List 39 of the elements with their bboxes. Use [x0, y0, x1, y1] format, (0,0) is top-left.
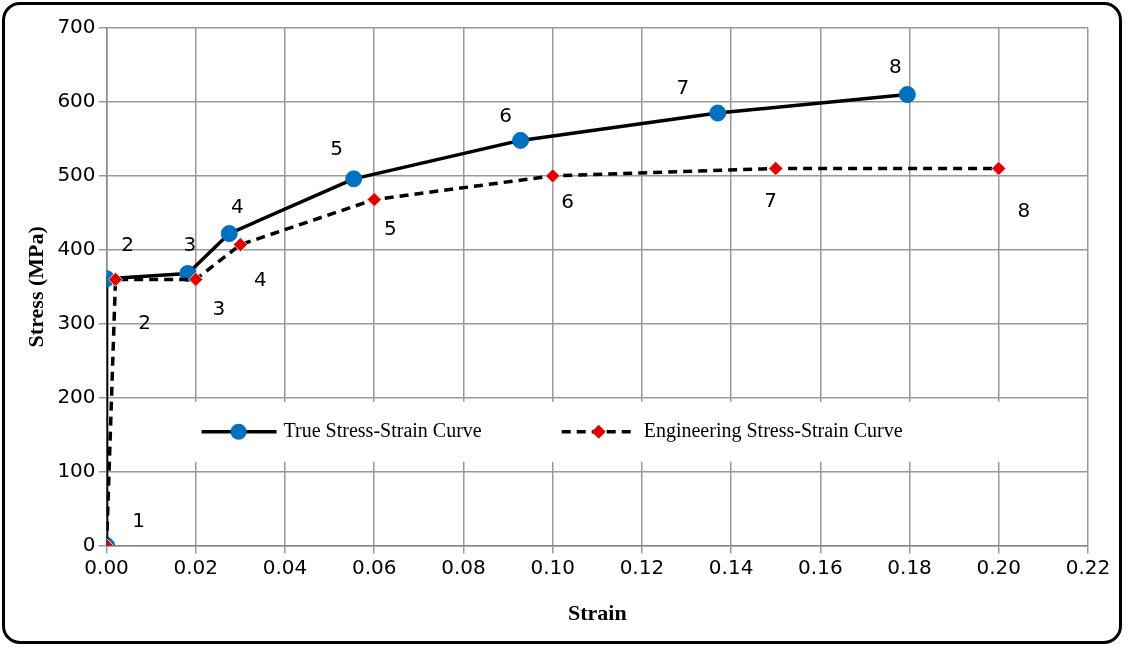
x-tick-label: 0.14 — [708, 554, 754, 579]
annotation: 5 — [330, 136, 344, 161]
annotation: 1 — [132, 507, 145, 532]
y-tick-label: 600 — [57, 88, 96, 113]
x-tick-label: 0.20 — [976, 554, 1022, 579]
y-tick-label: 400 — [57, 236, 96, 261]
x-tick-label: 0.12 — [619, 554, 665, 579]
annotation: 4 — [254, 266, 267, 291]
x-tick-label: 0.04 — [262, 554, 308, 579]
annotation: 3 — [183, 231, 197, 256]
x-tick-label: 0.02 — [173, 554, 219, 579]
x-tick-label: 0.18 — [887, 554, 932, 579]
annotation: 8 — [888, 53, 902, 78]
annotation: 8 — [1017, 197, 1031, 222]
legend-label: True Stress-Strain Curve — [283, 418, 482, 441]
annotation: 3 — [212, 295, 226, 320]
x-tick-label: 0.10 — [530, 554, 575, 579]
y-tick-label: 200 — [57, 383, 96, 408]
annotation: 6 — [561, 189, 575, 214]
y-tick-label: 300 — [57, 309, 96, 334]
annotation: 6 — [499, 102, 512, 127]
annotation: 7 — [676, 75, 690, 100]
x-tick-label: 0.08 — [441, 554, 486, 579]
y-axis-title: Stress (MPa) — [22, 226, 48, 348]
annotation: 2 — [138, 309, 151, 334]
y-tick-label: 500 — [57, 162, 96, 187]
annotation: 7 — [764, 187, 778, 212]
x-tick-label: 0.22 — [1065, 554, 1111, 579]
x-axis-title: Strain — [567, 600, 627, 626]
legend-label: Engineering Stress-Strain Curve — [643, 418, 903, 442]
y-tick-label: 0 — [82, 531, 96, 556]
x-tick-label: 0.00 — [84, 554, 129, 579]
annotation: 2 — [121, 231, 134, 256]
annotation: 4 — [230, 193, 244, 218]
y-tick-label: 700 — [57, 14, 96, 39]
x-tick-label: 0.16 — [798, 554, 843, 579]
annotation: 5 — [383, 215, 397, 240]
x-tick-label: 0.06 — [351, 554, 397, 579]
y-tick-label: 100 — [57, 457, 96, 482]
